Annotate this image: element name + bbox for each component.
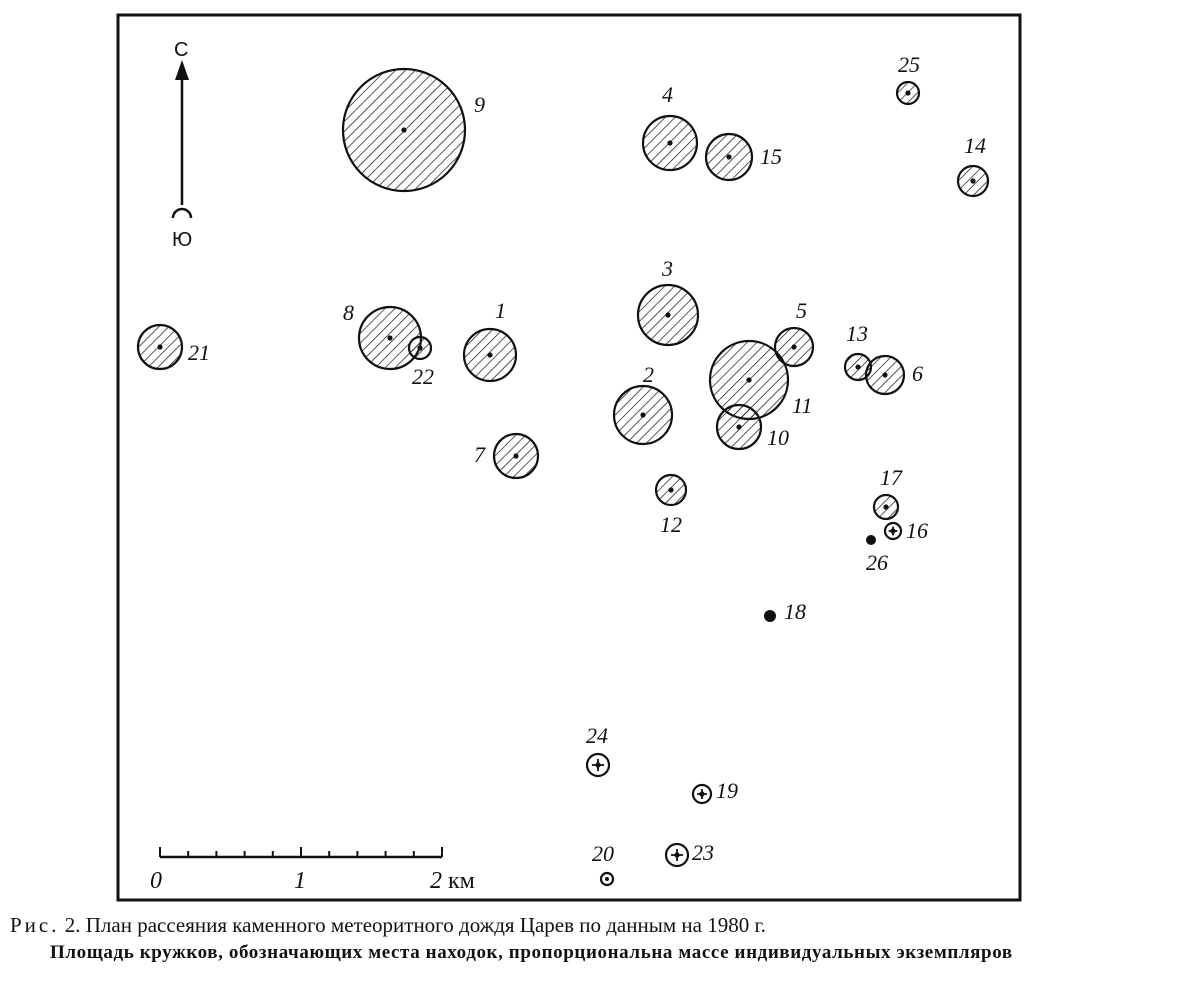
- find-marker-2: 2: [612, 362, 674, 446]
- find-label-13: 13: [846, 321, 868, 346]
- find-center-dot-15: [726, 154, 732, 160]
- find-label-16: 16: [906, 518, 928, 543]
- find-label-4: 4: [662, 82, 673, 107]
- find-marker-15: 15: [704, 132, 782, 182]
- find-label-25: 25: [898, 52, 920, 77]
- find-center-dot-2: [640, 412, 646, 418]
- find-marker-19: 19: [691, 778, 738, 805]
- find-marker-18: 18: [764, 599, 806, 624]
- find-label-17: 17: [880, 465, 903, 490]
- find-label-10: 10: [767, 425, 789, 450]
- south-label: Ю: [172, 229, 192, 251]
- find-center-dot-16: [890, 528, 896, 534]
- scale-bar: 0 1 2 км: [150, 847, 475, 894]
- find-marker-22: 22: [407, 335, 434, 389]
- scale-unit: км: [448, 868, 475, 894]
- find-center-dot-7: [513, 453, 519, 459]
- find-label-8: 8: [343, 300, 354, 325]
- find-center-dot-25: [905, 90, 911, 96]
- find-marker-1: 1: [462, 298, 518, 383]
- find-label-24: 24: [586, 723, 608, 748]
- find-marker-16: 16: [883, 518, 928, 543]
- find-marker-11: 11: [708, 339, 812, 421]
- find-dot-18: [764, 610, 776, 622]
- find-label-23: 23: [692, 840, 714, 865]
- scale-label-1: 1: [294, 868, 306, 894]
- find-center-dot-3: [665, 312, 671, 318]
- find-label-19: 19: [716, 778, 738, 803]
- finds-layer: 1234567891011121314151617181920212223242…: [136, 52, 990, 887]
- find-marker-17: 17: [872, 465, 903, 521]
- find-marker-7: 7: [474, 432, 540, 480]
- figure-note: Площадь кружков, обозначающих места нахо…: [50, 942, 1013, 963]
- find-label-12: 12: [660, 512, 682, 537]
- find-marker-20: 20: [592, 841, 615, 887]
- north-arrow: С Ю: [171, 39, 193, 251]
- find-label-22: 22: [412, 364, 434, 389]
- find-marker-25: 25: [895, 52, 921, 106]
- figure-caption: Рис. 2. План рассеяния каменного метеори…: [10, 913, 1195, 938]
- find-dot-26: [866, 535, 876, 545]
- find-center-dot-17: [883, 504, 889, 510]
- find-marker-4: 4: [641, 82, 699, 172]
- find-label-20: 20: [592, 841, 614, 866]
- find-marker-5: 5: [773, 298, 815, 368]
- find-marker-13: 13: [843, 321, 873, 382]
- find-center-dot-5: [791, 344, 797, 350]
- find-marker-9: 9: [341, 67, 485, 193]
- find-label-15: 15: [760, 144, 782, 169]
- find-marker-21: 21: [136, 323, 210, 371]
- find-label-14: 14: [964, 133, 986, 158]
- find-marker-3: 3: [636, 256, 700, 347]
- find-center-dot-8: [387, 335, 393, 341]
- find-center-dot-14: [970, 178, 976, 184]
- find-center-dot-9: [401, 127, 407, 133]
- figure-title: 2. План рассеяния каменного метеоритного…: [59, 913, 766, 937]
- south-tail-icon: [171, 207, 193, 219]
- find-marker-12: 12: [654, 473, 688, 537]
- arrow-head-icon: [175, 60, 189, 80]
- find-label-5: 5: [796, 298, 807, 323]
- find-center-dot-24: [595, 762, 601, 768]
- find-center-dot-10: [736, 424, 742, 430]
- map-frame: [116, 13, 1022, 902]
- scale-label-2: 2: [430, 868, 442, 894]
- find-label-9: 9: [474, 92, 485, 117]
- find-marker-24: 24: [585, 723, 611, 778]
- find-label-3: 3: [661, 256, 673, 281]
- find-marker-26: 26: [866, 535, 888, 575]
- find-center-dot-13: [855, 364, 861, 370]
- find-label-2: 2: [643, 362, 654, 387]
- find-center-dot-11: [746, 377, 752, 383]
- scatter-plan-map: С Ю 0 1 2 км 123456789101112131415161718…: [116, 13, 1022, 902]
- find-center-dot-20: [605, 877, 609, 881]
- find-center-dot-1: [487, 352, 493, 358]
- find-center-dot-19: [699, 791, 705, 797]
- find-label-11: 11: [792, 393, 812, 418]
- figure-prefix: Рис.: [10, 913, 60, 937]
- find-label-18: 18: [784, 599, 806, 624]
- find-marker-8: 8: [343, 300, 423, 371]
- find-marker-23: 23: [664, 840, 714, 868]
- find-marker-14: 14: [956, 133, 990, 198]
- find-center-dot-23: [674, 852, 680, 858]
- north-label: С: [174, 39, 188, 61]
- find-label-7: 7: [474, 442, 486, 467]
- find-center-dot-4: [667, 140, 673, 146]
- find-center-dot-21: [157, 344, 163, 350]
- find-label-6: 6: [912, 361, 923, 386]
- find-label-21: 21: [188, 340, 210, 365]
- find-center-dot-6: [882, 372, 888, 378]
- find-center-dot-22: [417, 345, 423, 351]
- find-label-1: 1: [495, 298, 506, 323]
- scale-label-0: 0: [150, 868, 162, 894]
- find-center-dot-12: [668, 487, 674, 493]
- find-marker-6: 6: [864, 354, 923, 396]
- find-label-26: 26: [866, 550, 888, 575]
